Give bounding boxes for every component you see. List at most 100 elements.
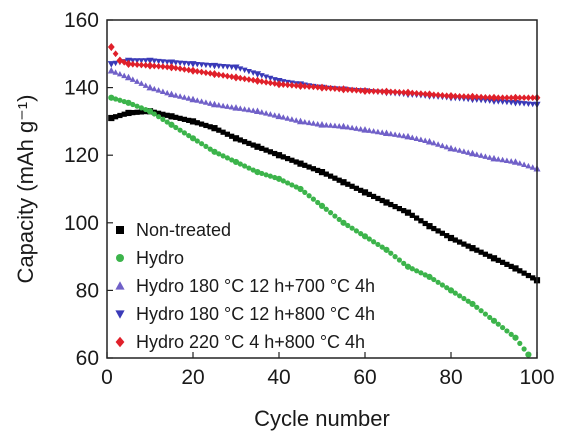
data-point [504,328,510,334]
data-point [306,83,312,90]
data-point [371,193,377,200]
legend-label: Hydro [136,248,184,268]
data-point [275,112,283,120]
data-point [232,158,240,166]
data-point [272,150,278,157]
data-point [331,122,338,129]
data-point [486,154,493,160]
legend-item: Hydro 220 °C 4 h+800 °C 4h [115,332,365,352]
data-point [530,275,536,281]
data-point [358,231,364,237]
data-point [336,216,342,223]
legend: Non-treated Hydro Hydro 180 °C 12 h+700 °C… [115,220,375,352]
data-point [155,87,162,93]
data-point [452,290,458,296]
data-point [138,58,145,64]
data-point [413,135,420,141]
data-point [383,199,390,206]
data-point [482,251,488,257]
data-point [302,162,308,168]
data-point [207,100,214,106]
legend-label: Hydro 220 °C 4 h+800 °C 4h [136,332,365,352]
y-tick-label: 160 [64,9,99,32]
data-point [297,185,304,193]
data-point [473,93,480,101]
data-point [511,158,520,165]
data-point [199,141,205,147]
data-point [112,50,119,58]
data-point [435,279,441,285]
data-point [461,93,467,100]
series-1 [108,94,532,358]
data-point [134,58,141,64]
data-point [361,189,369,196]
data-point [521,270,527,276]
data-point [400,89,407,96]
data-point [392,254,398,260]
data-point [263,147,269,153]
data-point [207,62,214,69]
data-point [173,114,179,120]
data-point [525,162,532,169]
data-point [232,73,240,82]
data-point [220,102,227,109]
data-point [293,82,300,89]
y-tick-label: 60 [76,347,99,370]
data-point [224,72,231,80]
data-point [490,154,498,162]
data-point [207,146,213,152]
legend-item: Hydro 180 °C 12 h+800 °C 4h [115,304,375,324]
data-point [138,61,145,69]
data-point [113,114,119,120]
data-point [323,121,330,128]
data-point [435,141,442,147]
data-point [443,143,450,150]
x-axis-ticks: 0 20 40 60 80 100 [101,352,555,389]
data-point [130,110,136,116]
data-point [456,92,463,100]
data-point [418,270,424,276]
data-point [246,76,252,83]
data-point [177,127,183,133]
data-point [275,80,283,89]
data-point [500,259,506,265]
data-point [285,155,291,162]
data-point [224,155,230,161]
data-point [525,351,532,358]
data-point [456,147,463,153]
data-point [447,144,455,152]
data-point [202,99,209,105]
data-point [296,117,305,125]
data-point [366,236,372,242]
data-point [271,112,278,118]
data-point [336,123,343,129]
data-point [220,153,226,159]
data-point [425,137,434,145]
data-point [529,101,536,108]
data-point [500,324,506,331]
data-point [490,317,498,324]
data-point [198,98,205,104]
data-point [289,157,295,163]
data-point [134,103,140,109]
data-point [487,253,493,259]
data-point [297,160,304,167]
data-point [374,128,381,135]
legend-marker [116,226,124,234]
data-point [409,212,415,218]
data-point [186,117,192,123]
data-point [117,112,123,119]
data-point [232,135,240,142]
data-point [216,127,222,133]
data-point [271,80,278,87]
data-point [396,206,402,212]
data-point [392,131,399,137]
data-point [478,152,485,158]
data-point [224,64,231,70]
data-point [439,91,446,99]
data-point [499,156,506,163]
data-point [315,199,321,206]
data-point [315,167,321,174]
data-point [146,83,154,91]
y-tick-label: 120 [64,144,99,167]
